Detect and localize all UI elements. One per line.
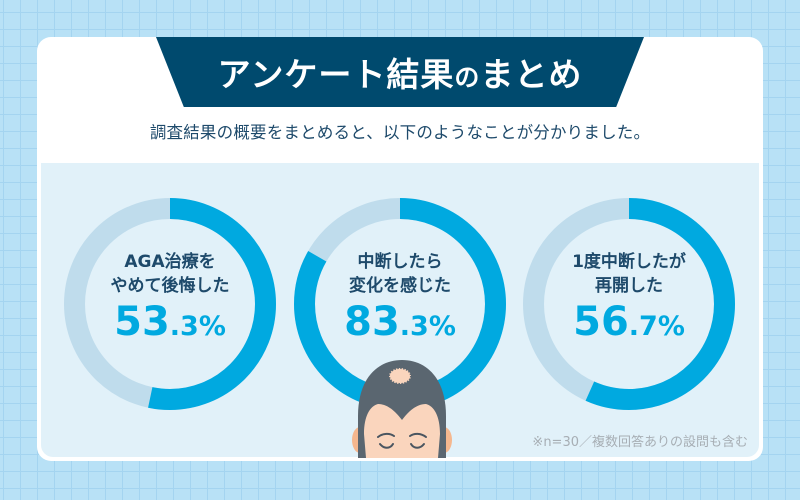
donut-label: 1度中断したが 再開した [572, 252, 686, 296]
page-title: アンケート結果のまとめ [217, 55, 583, 94]
donut-ring [64, 198, 276, 410]
donut-chart-resumed: 1度中断したが 再開した 56.7% [523, 198, 735, 410]
donut-value: 56.7% [573, 299, 685, 345]
donut-chart-regret: AGA治療を やめて後悔した 53.3% [64, 198, 276, 410]
title-banner: アンケート結果のまとめ [156, 37, 644, 107]
footnote: ※n=30／複数回答ありの設問も含む [532, 435, 748, 450]
donut-label: 中断したら 変化を感じた [349, 252, 451, 296]
donut-ring [523, 198, 735, 410]
summary-subtitle: 調査結果の概要をまとめると、以下のようなことが分かりました。 [149, 123, 651, 142]
donut-value: 83.3% [344, 299, 456, 345]
donut-label: AGA治療を やめて後悔した [110, 252, 230, 296]
donut-value: 53.3% [114, 299, 226, 345]
balding-man-head-icon [352, 360, 452, 458]
